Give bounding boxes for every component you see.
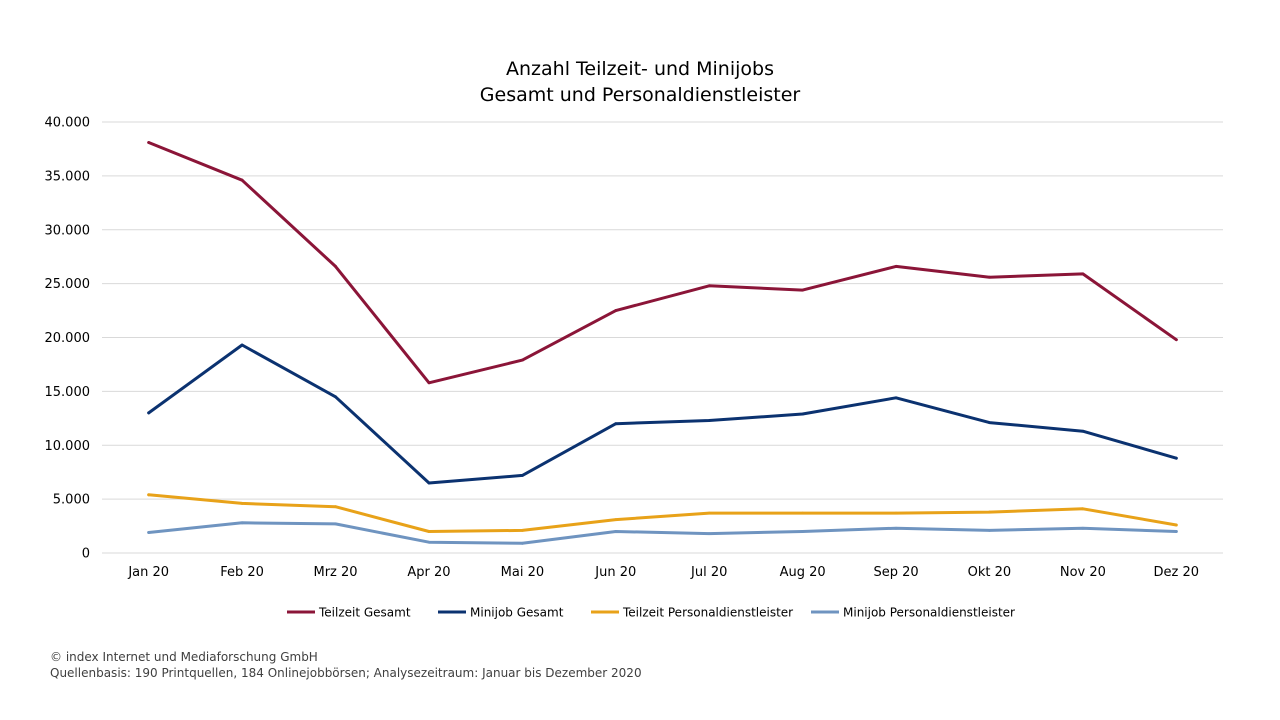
data-point: [427, 540, 431, 544]
x-tick-label: Mrz 20: [314, 565, 358, 580]
y-axis: 0 5.000 10.000 15.000 20.000 25.000 30.000 35.0…: [45, 116, 91, 562]
x-axis: Jan 20 Feb 20 Mrz 20 Apr 20 Mai 20 Jun 20 Jul …: [102, 552, 1223, 580]
data-point: [1174, 456, 1178, 460]
data-point: [240, 521, 244, 525]
data-point: [1081, 507, 1085, 511]
series-line: [147, 521, 1178, 545]
data-point: [1174, 523, 1178, 527]
data-point: [614, 422, 618, 426]
y-tick-label: 40.000: [45, 116, 91, 131]
data-point: [707, 511, 711, 515]
data-point: [147, 493, 151, 497]
data-point: [427, 381, 431, 385]
x-tick-label: Sep 20: [873, 565, 918, 580]
legend-label: Teilzeit Gesamt: [318, 606, 411, 620]
data-point: [334, 264, 337, 268]
legend-label: Teilzeit Personaldienstleister: [622, 606, 793, 620]
series-line: [147, 493, 1178, 533]
series-lines: [147, 141, 1178, 545]
data-point: [1174, 338, 1178, 342]
x-tick-label: Feb 20: [220, 565, 264, 580]
data-point: [240, 502, 244, 505]
y-tick-label: 5.000: [53, 493, 90, 508]
data-point: [520, 358, 524, 362]
data-point: [614, 309, 618, 312]
legend-label: Minijob Gesamt: [470, 606, 564, 620]
data-point: [614, 518, 618, 521]
data-point: [520, 528, 524, 532]
data-point: [334, 505, 337, 509]
series-4: [147, 521, 1178, 545]
data-point: [614, 530, 618, 533]
data-point: [147, 531, 151, 534]
legend-label: Minijob Personaldienstleister: [843, 606, 1015, 620]
data-point: [1174, 530, 1178, 533]
data-point: [988, 275, 991, 279]
y-tick-label: 15.000: [45, 385, 91, 400]
x-tick-label: Jun 20: [594, 565, 636, 580]
data-point: [894, 396, 898, 400]
series-1: [147, 141, 1178, 385]
data-point: [1081, 272, 1085, 276]
data-point: [988, 528, 991, 532]
data-point: [1081, 526, 1085, 530]
legend-item: Teilzeit Personaldienstleister: [591, 606, 793, 620]
legend-item: Minijob Gesamt: [438, 606, 564, 620]
data-point: [894, 526, 898, 530]
legend: Teilzeit Gesamt Minijob Gesamt Teilzeit Pe…: [287, 606, 1015, 620]
data-point: [707, 284, 711, 288]
y-tick-label: 20.000: [45, 331, 91, 346]
data-point: [894, 511, 898, 515]
data-point: [707, 532, 711, 536]
data-point: [334, 522, 337, 526]
source-note: Quellenbasis: 190 Printquellen, 184 Onli…: [50, 666, 642, 680]
data-point: [147, 141, 151, 144]
data-point: [520, 541, 524, 545]
y-tick-label: 35.000: [45, 169, 91, 184]
data-point: [801, 288, 805, 292]
series-line: [147, 141, 1178, 385]
data-point: [801, 511, 805, 515]
data-point: [1081, 429, 1085, 433]
series-3: [147, 493, 1178, 533]
x-tick-label: Okt 20: [968, 565, 1012, 580]
y-tick-label: 0: [82, 547, 90, 562]
data-point: [894, 264, 898, 268]
data-point: [707, 419, 711, 422]
x-tick-label: Nov 20: [1060, 565, 1106, 580]
data-point: [801, 530, 805, 533]
data-point: [988, 421, 991, 425]
series-line: [147, 343, 1178, 485]
series-2: [147, 343, 1178, 485]
data-point: [427, 530, 431, 533]
x-tick-label: Dez 20: [1154, 565, 1200, 580]
copyright-note: © index Internet und Mediaforschung GmbH: [50, 650, 318, 664]
legend-item: Teilzeit Gesamt: [287, 606, 411, 620]
chart-title: Anzahl Teilzeit- und Minijobs: [506, 58, 774, 80]
y-tick-label: 30.000: [45, 223, 91, 238]
data-point: [147, 411, 151, 415]
y-tick-label: 10.000: [45, 439, 91, 454]
x-tick-label: Jul 20: [690, 565, 727, 580]
data-point: [240, 343, 244, 347]
x-tick-label: Mai 20: [501, 565, 544, 580]
legend-item: Minijob Personaldienstleister: [811, 606, 1015, 620]
data-point: [520, 474, 524, 477]
x-tick-label: Jan 20: [127, 565, 169, 580]
data-point: [240, 178, 244, 182]
chart-subtitle: Gesamt und Personaldienstleister: [480, 84, 801, 106]
y-tick-label: 25.000: [45, 277, 91, 292]
data-point: [334, 395, 337, 399]
data-point: [801, 412, 805, 416]
gridlines: [102, 121, 1223, 500]
x-tick-label: Aug 20: [780, 565, 826, 580]
x-tick-label: Apr 20: [407, 565, 450, 580]
data-point: [988, 510, 991, 514]
data-point: [427, 481, 431, 485]
